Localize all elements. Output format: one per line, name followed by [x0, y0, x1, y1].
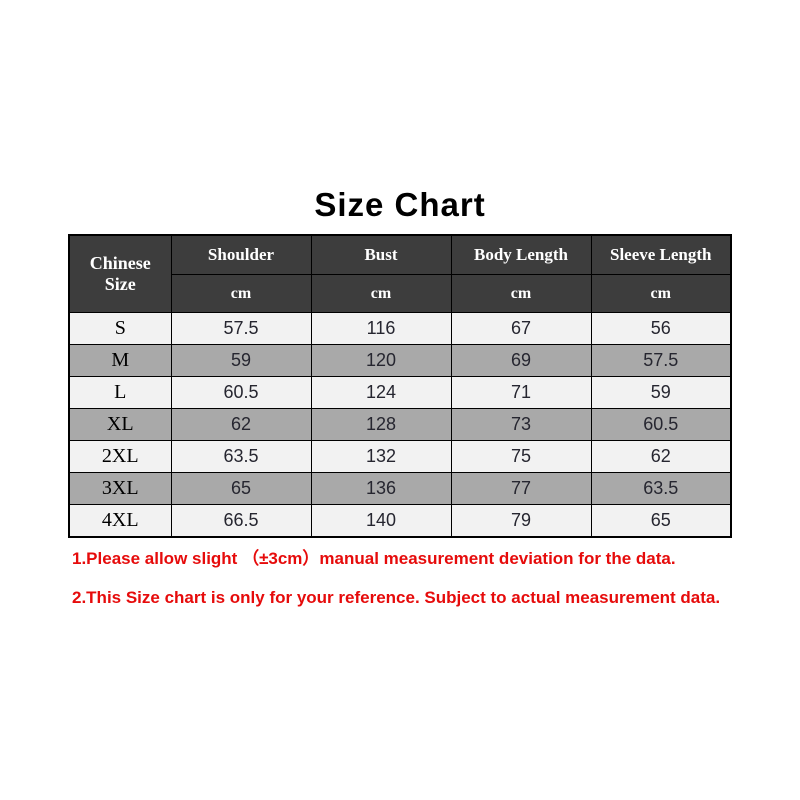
size-chart-table: Chinese Size Shoulder Bust Body Length S… [68, 234, 732, 538]
bust-value: 128 [310, 408, 452, 441]
bust-value: 132 [310, 440, 452, 473]
table-body: S 57.5 116 67 56 M 59 120 69 57.5 L 60.5… [68, 312, 732, 538]
sleeve-length-value: 56 [590, 312, 732, 345]
body-length-value: 71 [450, 376, 592, 409]
size-label: M [68, 344, 172, 377]
note-reference-only: 2.This Size chart is only for your refer… [72, 588, 721, 607]
body-length-value: 73 [450, 408, 592, 441]
bust-value: 136 [310, 472, 452, 505]
header-row-units: cm cm cm cm [69, 274, 732, 313]
sleeve-length-value: 59 [590, 376, 732, 409]
table-row-l: L 60.5 124 71 59 [68, 376, 732, 409]
table-row-4xl: 4XL 66.5 140 79 65 [68, 504, 732, 538]
shoulder-value: 59 [170, 344, 312, 377]
table-row-2xl: 2XL 63.5 132 75 62 [68, 440, 732, 473]
body-length-value: 77 [450, 472, 592, 505]
column-header-body-length: Body Length [450, 234, 592, 275]
sleeve-length-value: 63.5 [590, 472, 732, 505]
size-label: 2XL [68, 440, 172, 473]
shoulder-value: 62 [170, 408, 312, 441]
header-row-measures: Chinese Size Shoulder Bust Body Length S… [68, 234, 732, 313]
shoulder-value: 66.5 [170, 504, 312, 538]
table-header: Chinese Size Shoulder Bust Body Length S… [68, 234, 732, 313]
shoulder-value: 65 [170, 472, 312, 505]
size-label: L [68, 376, 172, 409]
bust-value: 120 [310, 344, 452, 377]
column-header-chinese-size: Chinese Size [68, 234, 172, 313]
table-row-3xl: 3XL 65 136 77 63.5 [68, 472, 732, 505]
unit-cell-shoulder: cm [170, 274, 312, 313]
bust-value: 124 [310, 376, 452, 409]
size-label: 3XL [68, 472, 172, 505]
sleeve-length-value: 60.5 [590, 408, 732, 441]
column-header-sleeve-length: Sleeve Length [590, 234, 732, 275]
size-label: 4XL [68, 504, 172, 538]
body-length-value: 75 [450, 440, 592, 473]
unit-cell-bust: cm [310, 274, 452, 313]
size-label: S [68, 312, 172, 345]
footnotes: 1.Please allow slight （±3cm）manual measu… [72, 544, 800, 608]
bust-value: 116 [310, 312, 452, 345]
shoulder-value: 63.5 [170, 440, 312, 473]
shoulder-value: 57.5 [170, 312, 312, 345]
size-label: XL [68, 408, 172, 441]
table-row-m: M 59 120 69 57.5 [68, 344, 732, 377]
note-measurement-deviation: 1.Please allow slight （±3cm）manual measu… [72, 549, 676, 568]
sleeve-length-value: 65 [590, 504, 732, 538]
body-length-value: 69 [450, 344, 592, 377]
shoulder-value: 60.5 [170, 376, 312, 409]
table-row-xl: XL 62 128 73 60.5 [68, 408, 732, 441]
unit-cell-sleeve-length: cm [590, 274, 732, 313]
column-header-bust: Bust [310, 234, 452, 275]
sleeve-length-value: 62 [590, 440, 732, 473]
body-length-value: 79 [450, 504, 592, 538]
column-header-shoulder: Shoulder [170, 234, 312, 275]
body-length-value: 67 [450, 312, 592, 345]
sleeve-length-value: 57.5 [590, 344, 732, 377]
unit-cell-body-length: cm [450, 274, 592, 313]
bust-value: 140 [310, 504, 452, 538]
page-title: Size Chart [314, 186, 486, 223]
table-row-s: S 57.5 116 67 56 [68, 312, 732, 345]
